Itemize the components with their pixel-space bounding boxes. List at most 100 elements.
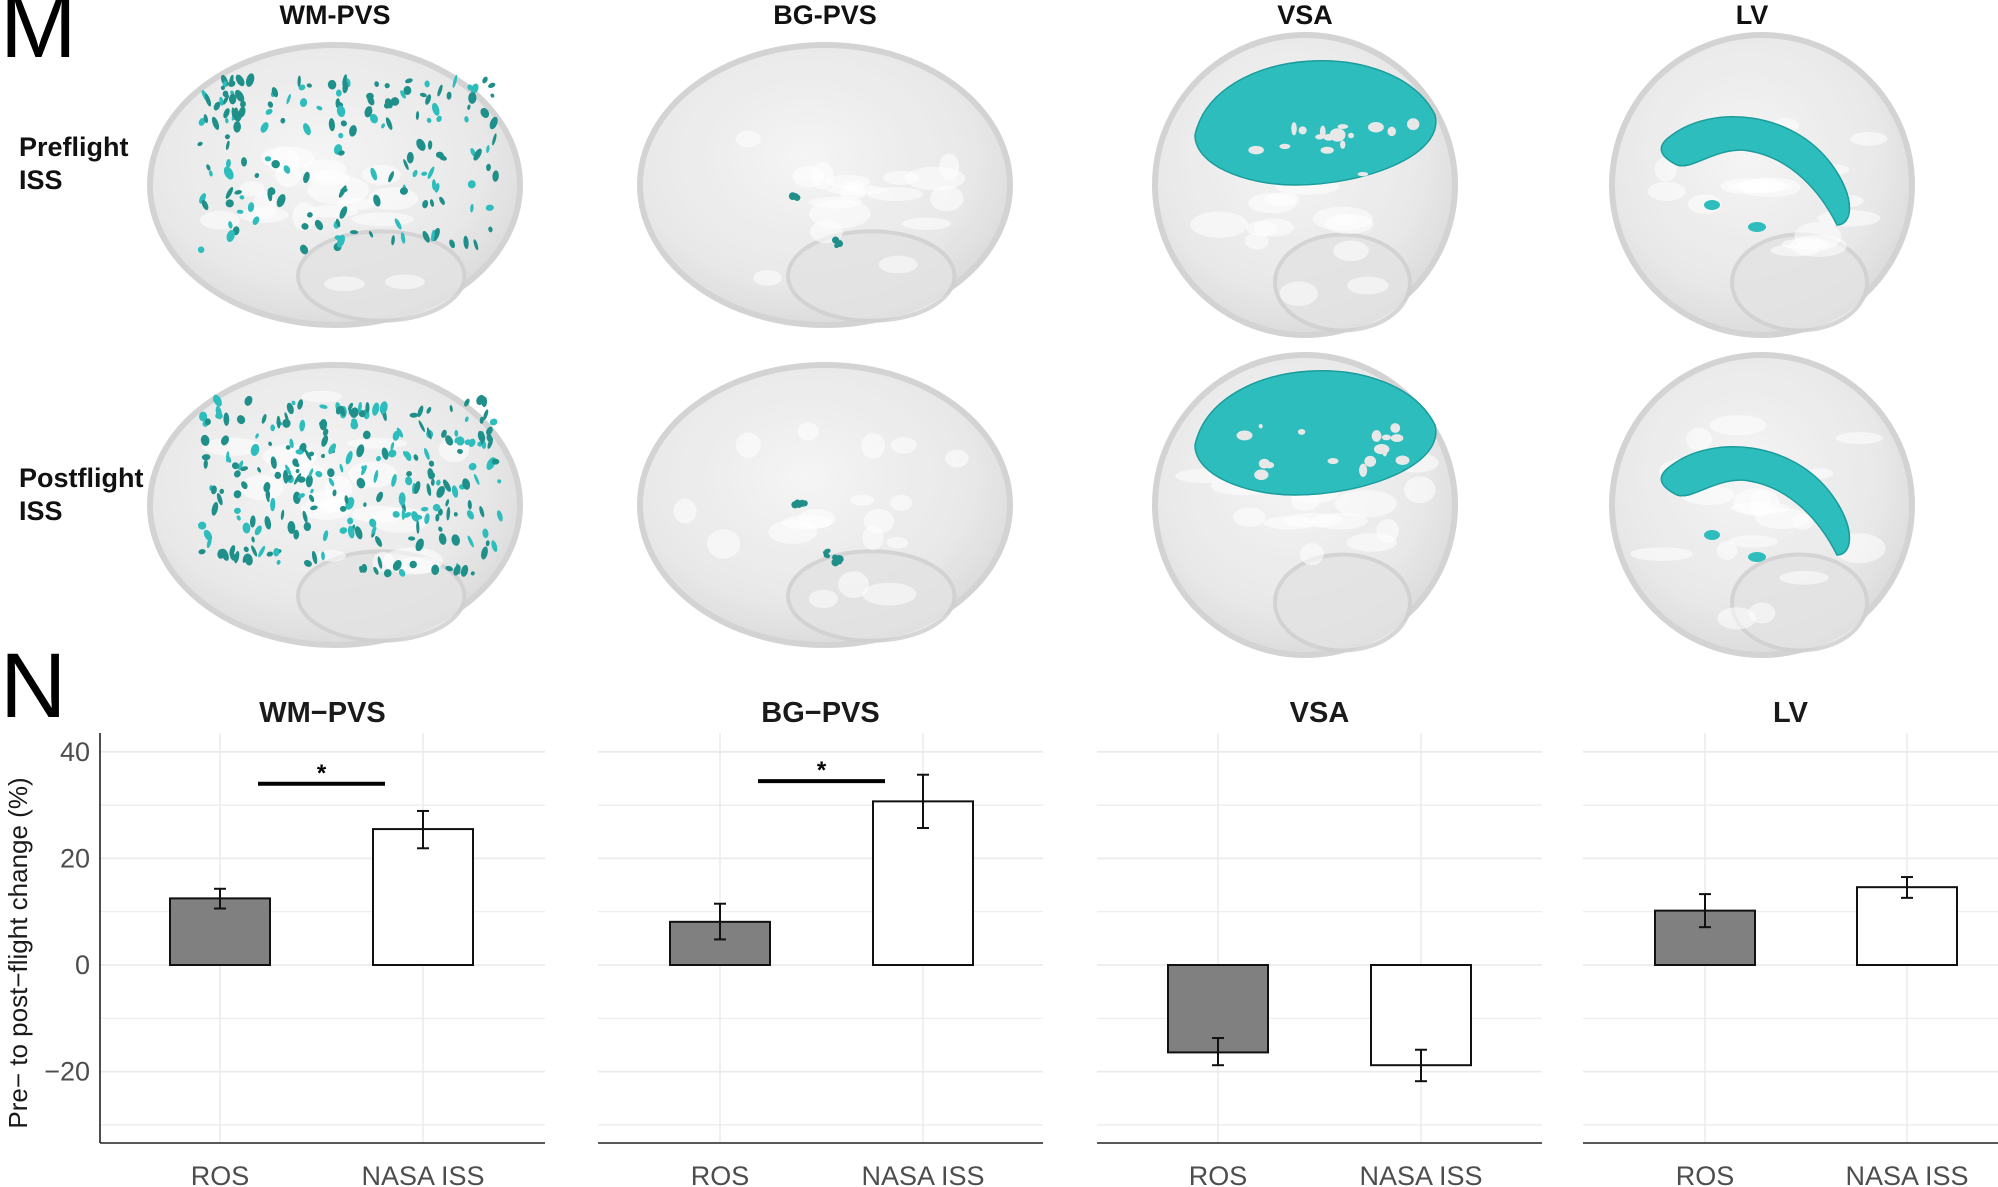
pvs-cluster	[373, 194, 381, 207]
pvs-cluster	[345, 450, 353, 465]
pvs-cluster	[477, 430, 486, 443]
pvs-cluster	[379, 401, 388, 415]
pvs-cluster	[431, 564, 440, 576]
ventricle-fragment	[1704, 200, 1720, 210]
pvs-cluster	[426, 406, 432, 414]
pvs-cluster	[299, 419, 306, 432]
pvs-cluster	[438, 533, 447, 545]
pvs-cluster	[206, 164, 211, 171]
pvs-cluster	[280, 117, 286, 124]
vsa-gap	[1364, 455, 1377, 467]
pvs-cluster	[228, 221, 233, 229]
pvs-cluster	[449, 405, 453, 413]
vsa-gap	[1357, 172, 1369, 177]
pvs-cluster	[464, 398, 470, 407]
chart-panel-wm-pvs: WM−PVS ROS NASA ISS * 40 20 0 −20 Pre− to post−f…	[3, 697, 545, 1187]
brain-gyrus-highlight	[395, 556, 440, 574]
pvs-cluster	[796, 502, 802, 509]
vsa-gap	[1382, 445, 1388, 457]
x-tick-label: NASA ISS	[1359, 1161, 1482, 1187]
brain-gyrus-highlight	[808, 589, 839, 609]
brain-gyrus-highlight	[308, 489, 351, 514]
vsa-gap	[1390, 423, 1401, 433]
pvs-cluster	[303, 559, 312, 567]
pvs-cluster	[491, 458, 500, 465]
pvs-cluster	[342, 81, 349, 94]
pvs-cluster	[374, 81, 379, 87]
pvs-cluster	[445, 435, 454, 446]
pvs-cluster	[388, 171, 395, 183]
pvs-cluster	[308, 451, 315, 457]
x-tick-label: NASA ISS	[1845, 1161, 1968, 1187]
pvs-cluster	[247, 202, 255, 213]
pvs-cluster	[315, 470, 323, 478]
pvs-cluster	[481, 546, 488, 560]
pvs-cluster	[365, 401, 370, 414]
pvs-cluster	[415, 538, 424, 552]
pvs-cluster	[198, 549, 206, 555]
pvs-cluster	[221, 435, 229, 446]
pvs-cluster	[261, 414, 267, 424]
pvs-cluster	[328, 443, 337, 455]
pvs-cluster	[392, 511, 400, 518]
brain-gyrus-highlight	[1279, 281, 1318, 306]
brain-lobe-shape	[786, 229, 957, 323]
pvs-cluster	[310, 488, 314, 494]
pvs-cluster	[347, 525, 355, 539]
brain-gyrus-highlight	[1346, 533, 1398, 552]
pvs-cluster	[292, 458, 299, 467]
pvs-cluster	[454, 429, 459, 437]
brain-bg-pvs-postflight	[637, 362, 1013, 648]
brain-gyrus-highlight	[1190, 211, 1248, 238]
pvs-cluster	[436, 479, 441, 486]
pvs-cluster	[306, 83, 312, 88]
pvs-cluster	[403, 512, 412, 518]
pvs-cluster	[470, 83, 479, 94]
pvs-cluster	[424, 447, 430, 460]
chart-panel-bg-pvs: BG−PVS ROS NASA ISS *	[598, 697, 1043, 1187]
pvs-cluster	[464, 439, 472, 445]
pvs-cluster	[197, 246, 205, 253]
pvs-cluster	[408, 536, 416, 541]
pvs-cluster	[227, 80, 236, 87]
pvs-cluster	[233, 121, 241, 133]
pvs-cluster	[332, 489, 337, 497]
brain-gyrus-highlight	[1728, 535, 1778, 548]
pvs-cluster	[295, 449, 304, 455]
pvs-cluster	[452, 74, 458, 88]
pvs-cluster	[295, 468, 300, 474]
brain-gyrus-highlight	[372, 551, 395, 573]
row-label-preflight: Preflight ISS	[19, 131, 129, 197]
vsa-gap	[1368, 122, 1384, 133]
brain-lv-preflight	[1609, 32, 1915, 338]
pvs-cluster	[283, 165, 291, 174]
pvs-cluster	[211, 501, 219, 516]
brain-gyrus-highlight	[1254, 218, 1294, 237]
pvs-cluster	[201, 454, 211, 461]
pvs-cluster	[235, 74, 245, 87]
brain-gyrus-highlight	[1738, 177, 1801, 198]
pvs-cluster	[462, 478, 471, 490]
brain-gyrus-highlight	[673, 498, 697, 524]
brain-gyrus-highlight	[827, 184, 888, 195]
pvs-cluster	[418, 420, 425, 432]
y-axis-label: Pre− to post−flight change (%)	[3, 777, 33, 1128]
pvs-cluster	[217, 549, 225, 559]
vsa-gap	[1248, 145, 1264, 155]
pvs-cluster	[457, 448, 463, 454]
brain-gyrus-highlight	[1779, 570, 1829, 585]
brain-gyrus-highlight	[735, 432, 761, 458]
chart-title: BG−PVS	[761, 697, 879, 729]
brain-gyrus-highlight	[1264, 192, 1300, 207]
pvs-cluster	[369, 518, 377, 528]
pvs-cluster	[270, 424, 275, 432]
brain-lobe-shape	[1273, 232, 1412, 333]
pvs-cluster	[210, 485, 217, 495]
pvs-cluster	[439, 196, 445, 205]
x-tick-label: ROS	[691, 1161, 750, 1187]
pvs-cluster	[291, 400, 296, 406]
pvs-cluster	[374, 535, 383, 547]
pvs-cluster	[322, 428, 329, 436]
pvs-cluster	[422, 230, 430, 243]
